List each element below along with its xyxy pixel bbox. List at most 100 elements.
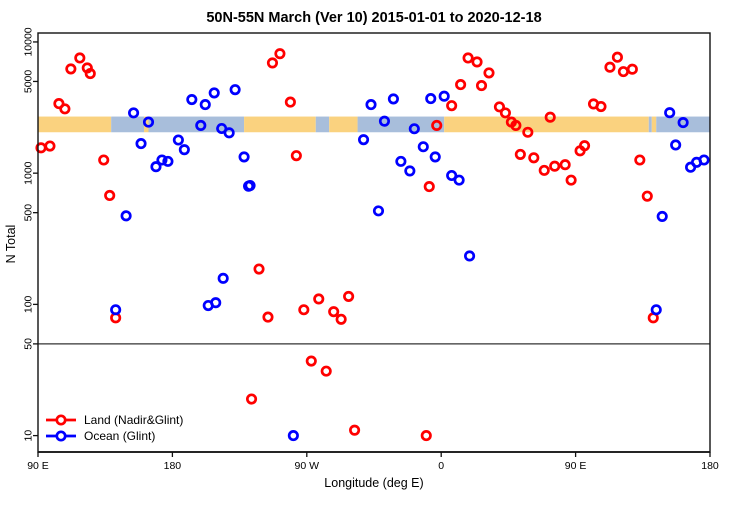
data-point-ocean [453,174,465,186]
data-point-ocean [357,134,370,146]
map-band-segment-land [651,116,657,133]
data-point-ocean [195,119,207,132]
data-point-land [641,190,653,202]
data-point-ocean [120,210,132,222]
data-point-ocean [244,179,256,192]
data-point-land [559,159,571,171]
data-point-land [84,68,96,80]
y-tick-label: 10 [23,430,35,442]
data-point-ocean [656,210,668,222]
data-point-ocean [110,304,122,316]
data-point-ocean [238,151,250,163]
legend-land-marker-icon [55,414,67,426]
data-point-ocean [446,169,458,182]
data-point-land [266,57,279,69]
map-band-segment-ocean [111,116,145,133]
data-point-ocean [135,138,147,150]
data-point-land [343,290,355,302]
x-tick-label: 90 W [295,460,320,472]
data-point-ocean [199,99,211,111]
data-point-land [595,100,607,113]
map-band-segment-land [444,116,649,133]
data-point-land [483,67,495,79]
data-point-land [328,306,340,318]
data-point-ocean [438,90,450,102]
y-tick-label: 1000 [23,161,35,185]
y-tick-label: 100 [23,295,35,313]
data-point-ocean [142,116,155,128]
data-point-ocean [372,205,385,217]
y-tick-label: 5000 [23,70,35,94]
data-point-land [604,61,616,73]
y-tick-label: 500 [23,204,35,222]
data-point-land [455,79,467,91]
data-point-land [59,103,71,115]
series-land [35,48,659,442]
data-point-land [335,313,347,325]
y-axis-label: N Total [4,225,18,264]
data-point-ocean [172,134,184,146]
data-point-ocean [186,93,198,106]
legend: Land (Nadir&Glint) Ocean (Glint) [46,413,183,443]
data-point-land [544,111,556,123]
data-point-ocean [698,154,710,166]
data-point-ocean [677,117,689,129]
data-point-ocean [429,151,441,163]
data-point-ocean [223,127,235,139]
y-tick-label: 50 [23,338,35,350]
data-point-ocean [464,250,476,262]
data-point-ocean [150,161,162,173]
data-point-land [313,293,325,305]
map-band-segment-ocean [315,116,330,133]
data-point-land [522,126,534,138]
data-point-ocean [650,304,662,316]
data-point-ocean [670,139,682,151]
data-point-land [74,52,86,64]
data-point-land [298,304,310,316]
data-point-land [423,181,435,193]
data-point-ocean [210,297,222,309]
data-point-land [528,152,540,164]
data-point-land [284,96,296,108]
data-point-land [471,56,483,68]
x-tick-label: 0 [438,460,444,472]
data-point-land [475,80,488,92]
data-point-land [420,430,432,442]
x-tick-label: 90 E [565,460,587,472]
data-point-land [462,52,474,64]
data-point-ocean [664,107,676,119]
data-point-ocean [287,430,299,442]
legend-land-label: Land (Nadir&Glint) [84,413,183,427]
data-point-land [65,63,77,75]
data-point-land [626,63,638,75]
legend-ocean-marker-icon [55,430,67,442]
map-band-segment-land [244,116,316,133]
data-point-ocean [178,144,190,156]
data-point-land [493,101,505,113]
data-point-land [98,154,110,166]
map-band-segment-ocean [648,116,652,133]
data-point-ocean [395,155,407,167]
data-point-land [634,154,646,166]
data-point-land [274,48,286,60]
plot-border [37,32,711,453]
data-point-ocean [387,93,399,105]
data-point-ocean [365,99,377,111]
data-point-land [290,150,302,162]
legend-ocean-label: Ocean (Glint) [84,429,155,443]
y-tick-label: 10000 [23,27,35,56]
data-point-ocean [128,107,140,119]
data-point-ocean [425,93,437,105]
data-point-land [446,100,458,112]
data-point-ocean [217,272,229,284]
data-point-land [565,174,577,186]
data-point-ocean [208,87,220,99]
data-point-land [538,164,550,176]
data-point-ocean [378,115,391,127]
data-point-ocean [417,141,429,153]
data-point-land [245,393,258,405]
map-band-segment-ocean [357,116,445,133]
data-points [35,48,710,442]
